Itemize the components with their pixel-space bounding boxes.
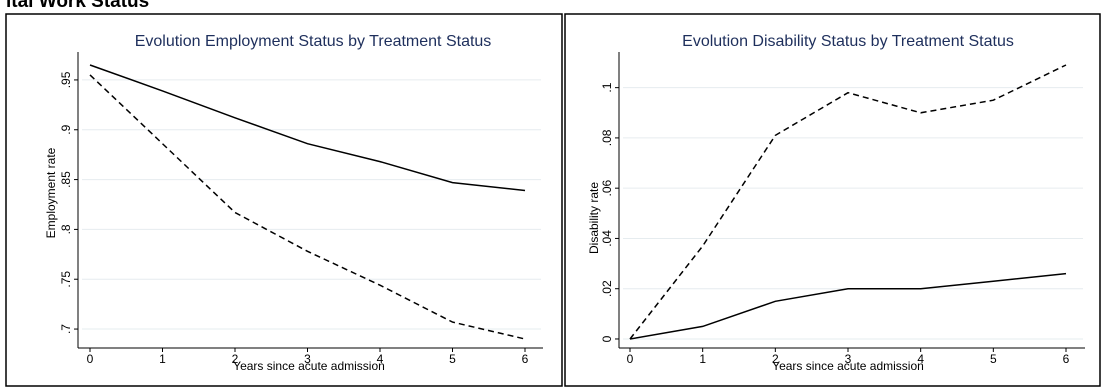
- employment-x-tick-label: 6: [522, 352, 529, 366]
- employment-chart-grid: [82, 79, 541, 330]
- employment-x-tick-label: 4: [377, 352, 384, 366]
- disability-series-solid-line: [629, 272, 1067, 340]
- employment-x-tick-label: 2: [232, 352, 239, 366]
- employment-series-solid-line: [89, 64, 526, 192]
- disability-y-tick-label: .06: [600, 180, 614, 197]
- employment-x-tick-label: 0: [87, 352, 94, 366]
- disability-chart-y-axis-label: Disability rate: [587, 182, 601, 254]
- employment-y-tick-label: .95: [59, 71, 73, 88]
- employment-chart: Evolution Employment Status by Treatment…: [5, 13, 563, 387]
- employment-chart-frame: [5, 13, 563, 387]
- disability-chart-grid: [623, 87, 1083, 340]
- employment-chart-lines: [89, 64, 526, 340]
- employment-chart-y-axis-label: Employment rate: [44, 147, 58, 238]
- employment-x-tick-label: 3: [304, 352, 311, 366]
- disability-chart-frame: [564, 13, 1101, 387]
- employment-chart-axes: .7 .75 .8 .85 .9 .95 0 1 2 3 4 5 6: [59, 52, 543, 366]
- disability-x-tick-label: 0: [627, 352, 634, 366]
- disability-x-tick-label: 6: [1063, 352, 1070, 366]
- disability-series-dashed-line: [629, 64, 1067, 340]
- disability-x-tick-label: 1: [699, 352, 706, 366]
- employment-y-tick-label: .9: [59, 124, 73, 134]
- disability-y-tick-label: .1: [600, 82, 614, 92]
- employment-x-tick-label: 1: [159, 352, 166, 366]
- disability-chart-x-axis-label: Years since acute admission: [772, 359, 924, 373]
- disability-y-tick-label: .08: [600, 129, 614, 146]
- disability-y-tick-label: .02: [600, 280, 614, 297]
- disability-y-tick-label: 0: [600, 335, 614, 342]
- disability-chart-axes: 0 .02 .04 .06 .08 .1 0 1 2 3 4 5 6: [600, 52, 1085, 366]
- employment-x-tick-label: 5: [449, 352, 456, 366]
- disability-y-tick-label: .04: [600, 230, 614, 247]
- employment-y-tick-label: .85: [59, 171, 73, 188]
- disability-chart-title: Evolution Disability Status by Treatment…: [682, 33, 1014, 50]
- disability-x-tick-label: 3: [845, 352, 852, 366]
- employment-chart-title: Evolution Employment Status by Treatment…: [135, 33, 492, 50]
- disability-x-tick-label: 4: [917, 352, 924, 366]
- employment-y-tick-label: .7: [59, 324, 73, 334]
- employment-series-dashed-line: [89, 74, 526, 340]
- disability-chart: Evolution Disability Status by Treatment…: [564, 13, 1101, 387]
- disability-x-tick-label: 2: [772, 352, 779, 366]
- disability-chart-lines: [629, 64, 1067, 340]
- employment-y-tick-label: .8: [59, 224, 73, 234]
- disability-x-tick-label: 5: [990, 352, 997, 366]
- employment-chart-x-axis-label: Years since acute admission: [233, 359, 385, 373]
- page-heading: ital Work Status: [6, 0, 150, 12]
- employment-y-tick-label: .75: [59, 271, 73, 288]
